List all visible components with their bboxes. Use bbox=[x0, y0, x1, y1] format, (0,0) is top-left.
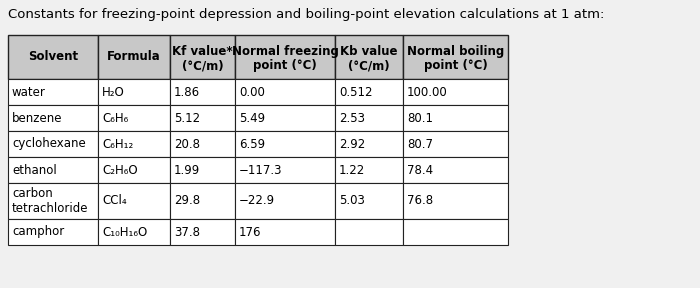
Bar bbox=[235, 105, 335, 131]
Bar bbox=[98, 35, 170, 79]
Bar bbox=[170, 131, 235, 157]
Bar bbox=[403, 105, 508, 131]
Text: 6.59: 6.59 bbox=[239, 137, 265, 151]
Bar bbox=[403, 219, 508, 245]
Bar bbox=[403, 183, 508, 219]
Text: 5.03: 5.03 bbox=[339, 194, 365, 207]
Text: −117.3: −117.3 bbox=[239, 164, 283, 177]
Text: 76.8: 76.8 bbox=[407, 194, 433, 207]
Text: point (°C): point (°C) bbox=[424, 59, 487, 72]
Text: 37.8: 37.8 bbox=[174, 226, 200, 238]
Text: H₂O: H₂O bbox=[102, 86, 125, 98]
Bar bbox=[98, 79, 170, 105]
Text: ethanol: ethanol bbox=[12, 164, 57, 177]
Text: 2.92: 2.92 bbox=[339, 137, 365, 151]
Bar bbox=[335, 131, 403, 157]
Bar bbox=[170, 157, 235, 183]
Bar bbox=[8, 79, 98, 105]
Text: C₆H₆: C₆H₆ bbox=[102, 111, 128, 124]
Text: Constants for freezing-point depression and boiling-point elevation calculations: Constants for freezing-point depression … bbox=[8, 8, 604, 21]
Text: (°C/m): (°C/m) bbox=[348, 59, 390, 72]
Text: benzene: benzene bbox=[12, 111, 62, 124]
Text: cyclohexane: cyclohexane bbox=[12, 137, 85, 151]
Bar bbox=[235, 219, 335, 245]
Bar bbox=[235, 183, 335, 219]
Text: Normal freezing: Normal freezing bbox=[232, 45, 338, 58]
Text: 2.53: 2.53 bbox=[339, 111, 365, 124]
Text: 0.512: 0.512 bbox=[339, 86, 372, 98]
Bar bbox=[170, 35, 235, 79]
Bar bbox=[8, 105, 98, 131]
Bar bbox=[403, 79, 508, 105]
Text: Solvent: Solvent bbox=[28, 50, 78, 63]
Text: Kb value: Kb value bbox=[340, 45, 398, 58]
Text: 80.1: 80.1 bbox=[407, 111, 433, 124]
Bar bbox=[335, 183, 403, 219]
Text: camphor: camphor bbox=[12, 226, 64, 238]
Bar bbox=[98, 105, 170, 131]
Bar bbox=[335, 157, 403, 183]
Text: C₁₀H₁₆O: C₁₀H₁₆O bbox=[102, 226, 147, 238]
Bar bbox=[235, 35, 335, 79]
Bar bbox=[170, 219, 235, 245]
Text: (°C/m): (°C/m) bbox=[182, 59, 223, 72]
Text: 5.49: 5.49 bbox=[239, 111, 265, 124]
Bar bbox=[235, 157, 335, 183]
Text: 20.8: 20.8 bbox=[174, 137, 200, 151]
Bar bbox=[170, 183, 235, 219]
Bar bbox=[335, 79, 403, 105]
Bar bbox=[8, 183, 98, 219]
Bar bbox=[403, 35, 508, 79]
Bar bbox=[335, 219, 403, 245]
Bar bbox=[235, 79, 335, 105]
Bar bbox=[98, 183, 170, 219]
Text: 176: 176 bbox=[239, 226, 262, 238]
Bar bbox=[403, 157, 508, 183]
Bar bbox=[403, 131, 508, 157]
Bar bbox=[98, 131, 170, 157]
Text: 1.22: 1.22 bbox=[339, 164, 365, 177]
Bar bbox=[8, 157, 98, 183]
Text: Formula: Formula bbox=[107, 50, 161, 63]
Bar bbox=[335, 35, 403, 79]
Bar bbox=[170, 105, 235, 131]
Bar bbox=[170, 79, 235, 105]
Bar bbox=[335, 105, 403, 131]
Text: −22.9: −22.9 bbox=[239, 194, 275, 207]
Text: water: water bbox=[12, 86, 46, 98]
Bar bbox=[98, 157, 170, 183]
Text: C₆H₁₂: C₆H₁₂ bbox=[102, 137, 133, 151]
Text: Kf value*: Kf value* bbox=[172, 45, 233, 58]
Text: 5.12: 5.12 bbox=[174, 111, 200, 124]
Text: 0.00: 0.00 bbox=[239, 86, 265, 98]
Text: 1.86: 1.86 bbox=[174, 86, 200, 98]
Text: point (°C): point (°C) bbox=[253, 59, 317, 72]
Bar bbox=[8, 35, 98, 79]
Text: 78.4: 78.4 bbox=[407, 164, 433, 177]
Text: C₂H₆O: C₂H₆O bbox=[102, 164, 138, 177]
Bar bbox=[235, 131, 335, 157]
Text: 80.7: 80.7 bbox=[407, 137, 433, 151]
Text: 100.00: 100.00 bbox=[407, 86, 448, 98]
Bar bbox=[98, 219, 170, 245]
Text: CCl₄: CCl₄ bbox=[102, 194, 127, 207]
Text: 1.99: 1.99 bbox=[174, 164, 200, 177]
Text: Normal boiling: Normal boiling bbox=[407, 45, 504, 58]
Bar bbox=[8, 131, 98, 157]
Text: carbon
tetrachloride: carbon tetrachloride bbox=[12, 187, 88, 215]
Bar bbox=[8, 219, 98, 245]
Text: 29.8: 29.8 bbox=[174, 194, 200, 207]
